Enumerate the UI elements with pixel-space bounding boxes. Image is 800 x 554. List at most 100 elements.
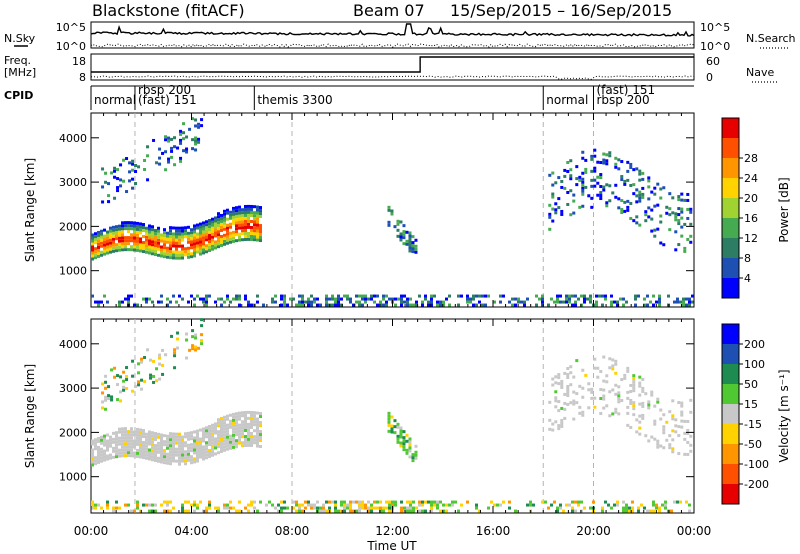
data-cell [664,500,667,504]
data-cell [134,164,138,168]
data-cell [563,401,567,405]
data-cell [238,205,241,209]
data-cell [679,500,682,504]
data-cell [445,297,448,301]
colorbar-tick-label: 28 [744,152,758,165]
data-cell [160,433,163,437]
data-cell [158,356,162,360]
data-cell [110,395,114,399]
data-cell [194,136,198,140]
data-cell [601,509,604,513]
data-cell [134,170,138,174]
data-cell [226,441,229,445]
data-cell [127,242,130,246]
data-cell [124,433,127,437]
data-cell [223,218,226,222]
data-cell [205,435,208,439]
data-cell [626,199,630,203]
data-cell [97,239,100,243]
data-cell [109,244,112,248]
data-cell [202,454,205,458]
data-cell [217,509,220,513]
data-cell [442,509,445,513]
data-cell [107,194,111,198]
data-cell [674,248,678,252]
data-cell [196,453,199,457]
data-cell [223,421,226,425]
data-cell [334,500,337,504]
data-cell [451,503,454,507]
data-cell [640,503,643,507]
data-cell [205,223,208,227]
data-cell [163,500,166,504]
data-cell [602,388,606,392]
data-cell [244,204,247,208]
data-cell [406,509,409,513]
data-cell [632,389,636,393]
data-cell [176,146,180,150]
data-cell [130,294,133,298]
data-cell [653,404,657,408]
data-cell [238,238,241,242]
data-cell [418,500,421,504]
data-cell [244,434,247,438]
data-cell [223,445,226,449]
data-cell [370,509,373,513]
data-cell [286,303,289,307]
data-cell [529,500,532,504]
data-cell [259,433,262,437]
data-cell [421,300,424,304]
data-cell [158,156,162,160]
data-cell [142,450,145,454]
data-cell [448,503,451,507]
data-cell [181,459,184,463]
data-cell [181,453,184,457]
data-cell [104,395,108,399]
data-cell [631,500,634,504]
data-cell [214,452,217,456]
data-cell [584,185,588,189]
data-cell [280,303,283,307]
data-cell [140,360,144,364]
colorbar-tick-label: 100 [744,358,765,371]
data-cell [563,392,567,396]
data-cell [388,509,391,513]
data-cell [688,297,691,301]
data-cell [414,453,418,457]
data-cell [133,236,136,240]
data-cell [634,297,637,301]
data-cell [259,209,262,213]
data-cell [229,240,232,244]
data-cell [668,228,672,232]
data-cell [411,459,415,463]
data-cell [596,175,600,179]
data-cell [259,439,262,443]
data-cell [313,503,316,507]
data-cell [199,440,202,444]
data-cell [535,294,538,298]
data-cell [232,230,235,234]
data-cell [568,300,571,304]
data-cell [616,300,619,304]
data-cell [220,440,223,444]
data-cell [599,191,603,195]
data-cell [100,438,103,442]
data-cell [283,500,286,504]
data-cell [167,160,171,164]
data-cell [554,405,558,409]
data-cell [680,425,684,429]
data-cell [124,242,127,246]
data-cell [211,426,214,430]
data-cell [511,303,514,307]
data-cell [202,427,205,431]
data-cell [202,433,205,437]
data-cell [130,227,133,231]
data-cell [226,211,229,215]
data-cell [178,456,181,460]
data-cell [163,452,166,456]
data-cell [647,400,651,404]
data-cell [151,231,154,235]
data-cell [94,232,97,236]
data-cell [448,294,451,298]
